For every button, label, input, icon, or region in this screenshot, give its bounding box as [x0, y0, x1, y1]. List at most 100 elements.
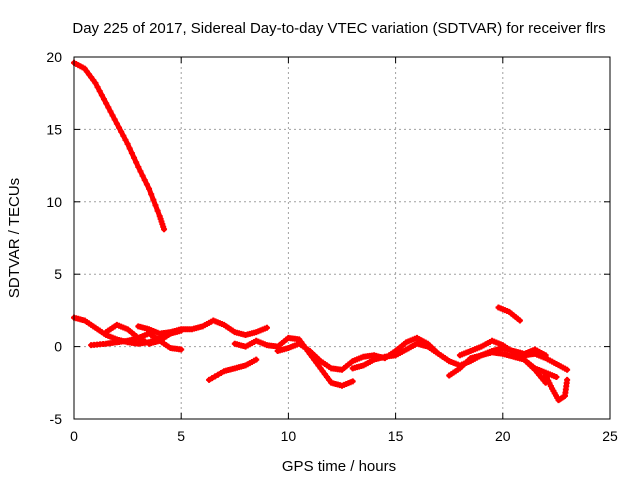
- data-point: [133, 333, 140, 340]
- x-tick-label: 0: [70, 428, 78, 444]
- series-arc-1: [71, 59, 168, 233]
- series-arc-11: [456, 337, 571, 373]
- data-point: [143, 325, 150, 332]
- data-point: [103, 100, 110, 107]
- y-tick-label: -5: [50, 411, 63, 427]
- data-point: [148, 191, 155, 198]
- data-point: [152, 202, 159, 209]
- series-arc-6: [206, 356, 260, 383]
- data-point: [154, 207, 161, 214]
- data-point: [476, 352, 483, 359]
- data-point: [304, 346, 311, 353]
- data-point: [105, 104, 112, 111]
- data-point: [272, 343, 279, 350]
- data-point: [315, 362, 322, 369]
- data-point: [154, 338, 161, 345]
- data-point: [326, 376, 333, 383]
- data-point: [240, 363, 247, 370]
- y-tick-label: 15: [46, 121, 62, 137]
- series-arc-14: [542, 372, 571, 404]
- data-point: [131, 154, 138, 161]
- data-point: [497, 341, 504, 348]
- x-tick-label: 10: [281, 428, 297, 444]
- data-point: [133, 159, 140, 166]
- data-point: [101, 96, 108, 103]
- data-point: [113, 120, 120, 127]
- x-tick-label: 20: [495, 428, 511, 444]
- series-arc-5: [135, 317, 270, 339]
- x-tick-label: 25: [602, 428, 618, 444]
- data-point: [358, 363, 365, 370]
- data-point: [251, 329, 258, 336]
- data-point: [90, 77, 97, 84]
- axis-ticks: [73, 56, 611, 420]
- y-tick-label: 10: [46, 194, 62, 210]
- data-point: [150, 196, 157, 203]
- data-point: [100, 340, 107, 347]
- data-point: [209, 375, 216, 382]
- data-point: [107, 108, 114, 115]
- data-point: [293, 336, 300, 343]
- data-point: [508, 353, 515, 360]
- data-point: [369, 357, 376, 364]
- data-point: [326, 363, 333, 370]
- data-point: [476, 344, 483, 351]
- data-point: [109, 112, 116, 119]
- data-point: [401, 340, 408, 347]
- y-axis-label: SDTVAR / TECUs: [6, 178, 23, 298]
- x-tick-label: 15: [388, 428, 404, 444]
- data-point: [563, 380, 570, 387]
- data-point: [229, 365, 236, 372]
- data-point: [561, 365, 568, 372]
- data-point: [560, 393, 567, 400]
- data-point: [229, 327, 236, 334]
- data-point: [540, 368, 547, 375]
- data-point: [94, 84, 101, 91]
- series-arc-12: [495, 304, 523, 324]
- data-point: [218, 321, 225, 328]
- data-point: [347, 379, 354, 386]
- data-point: [111, 116, 118, 123]
- data-point: [143, 181, 150, 188]
- data-point: [120, 132, 127, 139]
- data-point: [433, 349, 440, 356]
- data-point: [547, 382, 554, 389]
- data-point: [218, 369, 225, 376]
- data-point: [465, 357, 472, 364]
- data-point: [551, 373, 558, 380]
- data-point: [122, 325, 129, 332]
- data-point: [118, 128, 125, 135]
- data-point: [137, 168, 144, 175]
- data-point: [96, 88, 103, 95]
- data-point: [514, 315, 521, 322]
- data-point: [261, 341, 268, 348]
- data-point: [465, 348, 472, 355]
- data-point: [508, 347, 515, 354]
- series-arc-4: [103, 321, 174, 347]
- data-point: [529, 364, 536, 371]
- data-point: [347, 359, 354, 366]
- data-point: [422, 343, 429, 350]
- y-tick-label: 20: [46, 49, 62, 65]
- data-point: [390, 352, 397, 359]
- data-point: [551, 359, 558, 366]
- series-arc-7: [231, 334, 356, 389]
- data-point: [79, 64, 86, 71]
- data-point: [128, 150, 135, 157]
- data-point: [215, 371, 222, 378]
- data-point: [261, 325, 268, 332]
- data-point: [160, 223, 167, 230]
- data-point: [141, 177, 148, 184]
- data-point: [358, 354, 365, 361]
- plot-frame: [73, 56, 611, 420]
- grid-lines: [74, 57, 610, 419]
- data-point: [90, 323, 97, 330]
- data-point: [165, 343, 172, 350]
- data-point: [212, 373, 219, 380]
- data-point: [206, 376, 213, 383]
- data-point: [315, 356, 322, 363]
- data-point: [98, 92, 105, 99]
- data-point: [504, 307, 511, 314]
